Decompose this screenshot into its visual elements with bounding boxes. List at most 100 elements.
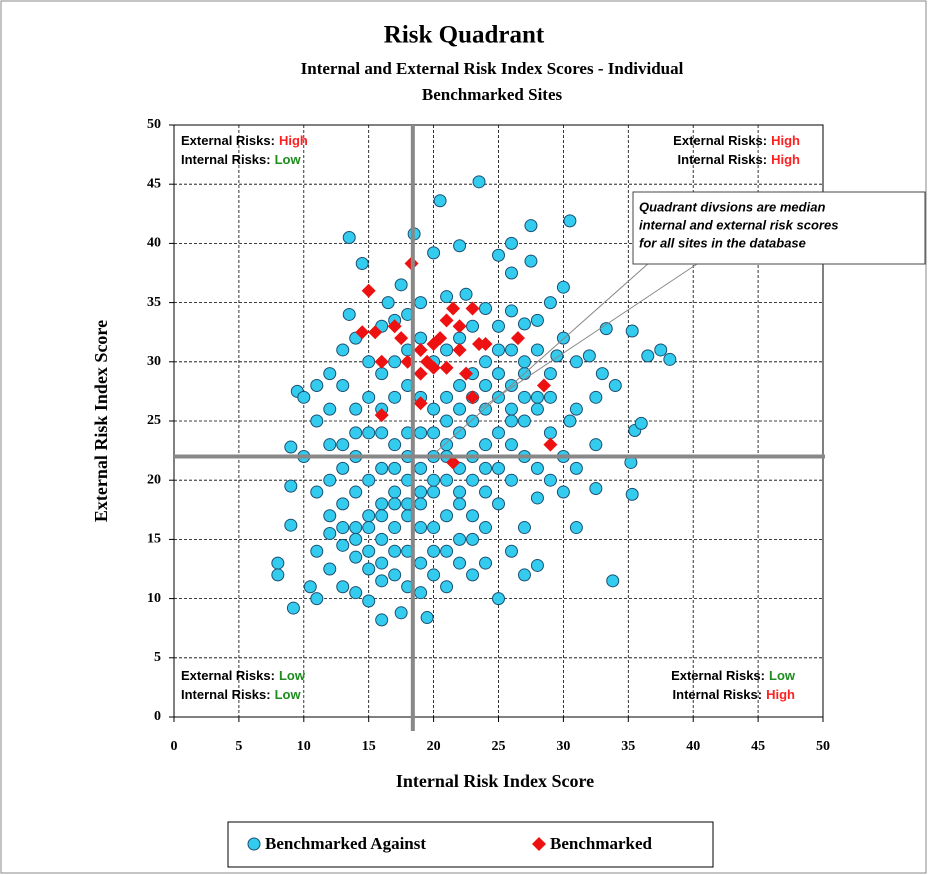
point <box>323 438 337 452</box>
point <box>375 367 389 381</box>
x-tick-label: 40 <box>686 739 700 754</box>
point <box>427 485 441 499</box>
point <box>362 509 376 523</box>
point <box>336 378 350 392</box>
quadrant-label: External Risks: Low <box>181 668 306 683</box>
quadrant-label-text: Internal Risks: <box>673 687 763 702</box>
point <box>453 497 467 511</box>
annotation-pointer <box>477 261 701 411</box>
quadrant-level: High <box>279 133 308 148</box>
point <box>440 473 454 487</box>
point <box>388 485 402 499</box>
point <box>543 426 557 440</box>
point <box>625 487 639 501</box>
point <box>530 491 544 505</box>
quadrant-label-text: External Risks: <box>181 133 275 148</box>
point <box>466 568 480 582</box>
point <box>388 461 402 475</box>
point <box>414 556 428 570</box>
chart-title: Risk Quadrant <box>384 22 545 49</box>
point <box>342 307 356 321</box>
point <box>362 521 376 535</box>
x-tick-label: 45 <box>751 739 765 754</box>
point <box>582 349 596 363</box>
y-tick-label: 40 <box>147 236 161 251</box>
x-tick-label: 5 <box>235 739 242 754</box>
point <box>414 426 428 440</box>
point <box>479 556 493 570</box>
point <box>388 568 402 582</box>
x-tick-label: 0 <box>171 739 178 754</box>
annotation-text: Quadrant divsions are median <box>639 199 825 214</box>
point <box>440 580 454 594</box>
point <box>440 414 454 428</box>
point <box>440 544 454 558</box>
quadrant-label: Internal Risks: Low <box>181 152 301 167</box>
point <box>414 485 428 499</box>
quadrant-label-text: External Risks: <box>181 668 275 683</box>
point <box>439 360 454 375</box>
point <box>427 473 441 487</box>
point <box>479 355 493 369</box>
point <box>504 266 518 280</box>
point <box>342 230 356 244</box>
quadrant-label: Internal Risks: High <box>673 687 796 702</box>
y-tick-label: 20 <box>147 472 161 487</box>
point <box>394 278 408 292</box>
annotation-text: internal and external risk scores <box>639 217 838 232</box>
point <box>349 521 363 535</box>
point <box>453 532 467 546</box>
point <box>374 354 389 369</box>
point <box>453 239 467 253</box>
quadrant-label-text: Internal Risks: <box>678 152 768 167</box>
point <box>323 367 337 381</box>
point <box>362 426 376 440</box>
legend-marker <box>247 837 261 851</box>
point <box>569 355 583 369</box>
point <box>479 302 493 316</box>
point <box>394 606 408 620</box>
point <box>459 287 473 301</box>
point <box>414 461 428 475</box>
plot-frame <box>173 124 824 718</box>
point <box>504 236 518 250</box>
quadrant-label-text: Internal Risks: <box>181 152 271 167</box>
point <box>589 438 603 452</box>
point <box>433 331 448 346</box>
point <box>530 461 544 475</box>
point <box>517 355 531 369</box>
point <box>492 497 505 511</box>
point <box>375 556 389 570</box>
point <box>303 580 317 594</box>
point <box>349 485 363 499</box>
point <box>517 414 531 428</box>
point <box>517 521 531 535</box>
point <box>654 343 668 357</box>
quadrant-label: External Risks: High <box>673 133 800 148</box>
point <box>349 586 363 600</box>
point <box>510 331 525 346</box>
point <box>634 416 648 430</box>
point <box>492 592 505 606</box>
quadrant-label: External Risks: High <box>181 133 308 148</box>
point <box>504 304 518 318</box>
point <box>563 414 577 428</box>
point <box>323 402 337 416</box>
x-tick-label: 20 <box>427 739 441 754</box>
legend-marker <box>532 837 546 851</box>
point <box>355 257 369 271</box>
point <box>543 437 558 452</box>
point <box>388 497 402 511</box>
point <box>310 485 324 499</box>
point <box>453 331 467 345</box>
point <box>381 296 395 310</box>
point <box>427 544 441 558</box>
point <box>388 355 402 369</box>
point <box>323 562 337 576</box>
point <box>362 390 376 404</box>
point <box>472 175 486 189</box>
point <box>465 390 480 405</box>
point <box>336 580 350 594</box>
point <box>530 313 544 327</box>
point <box>414 331 428 345</box>
